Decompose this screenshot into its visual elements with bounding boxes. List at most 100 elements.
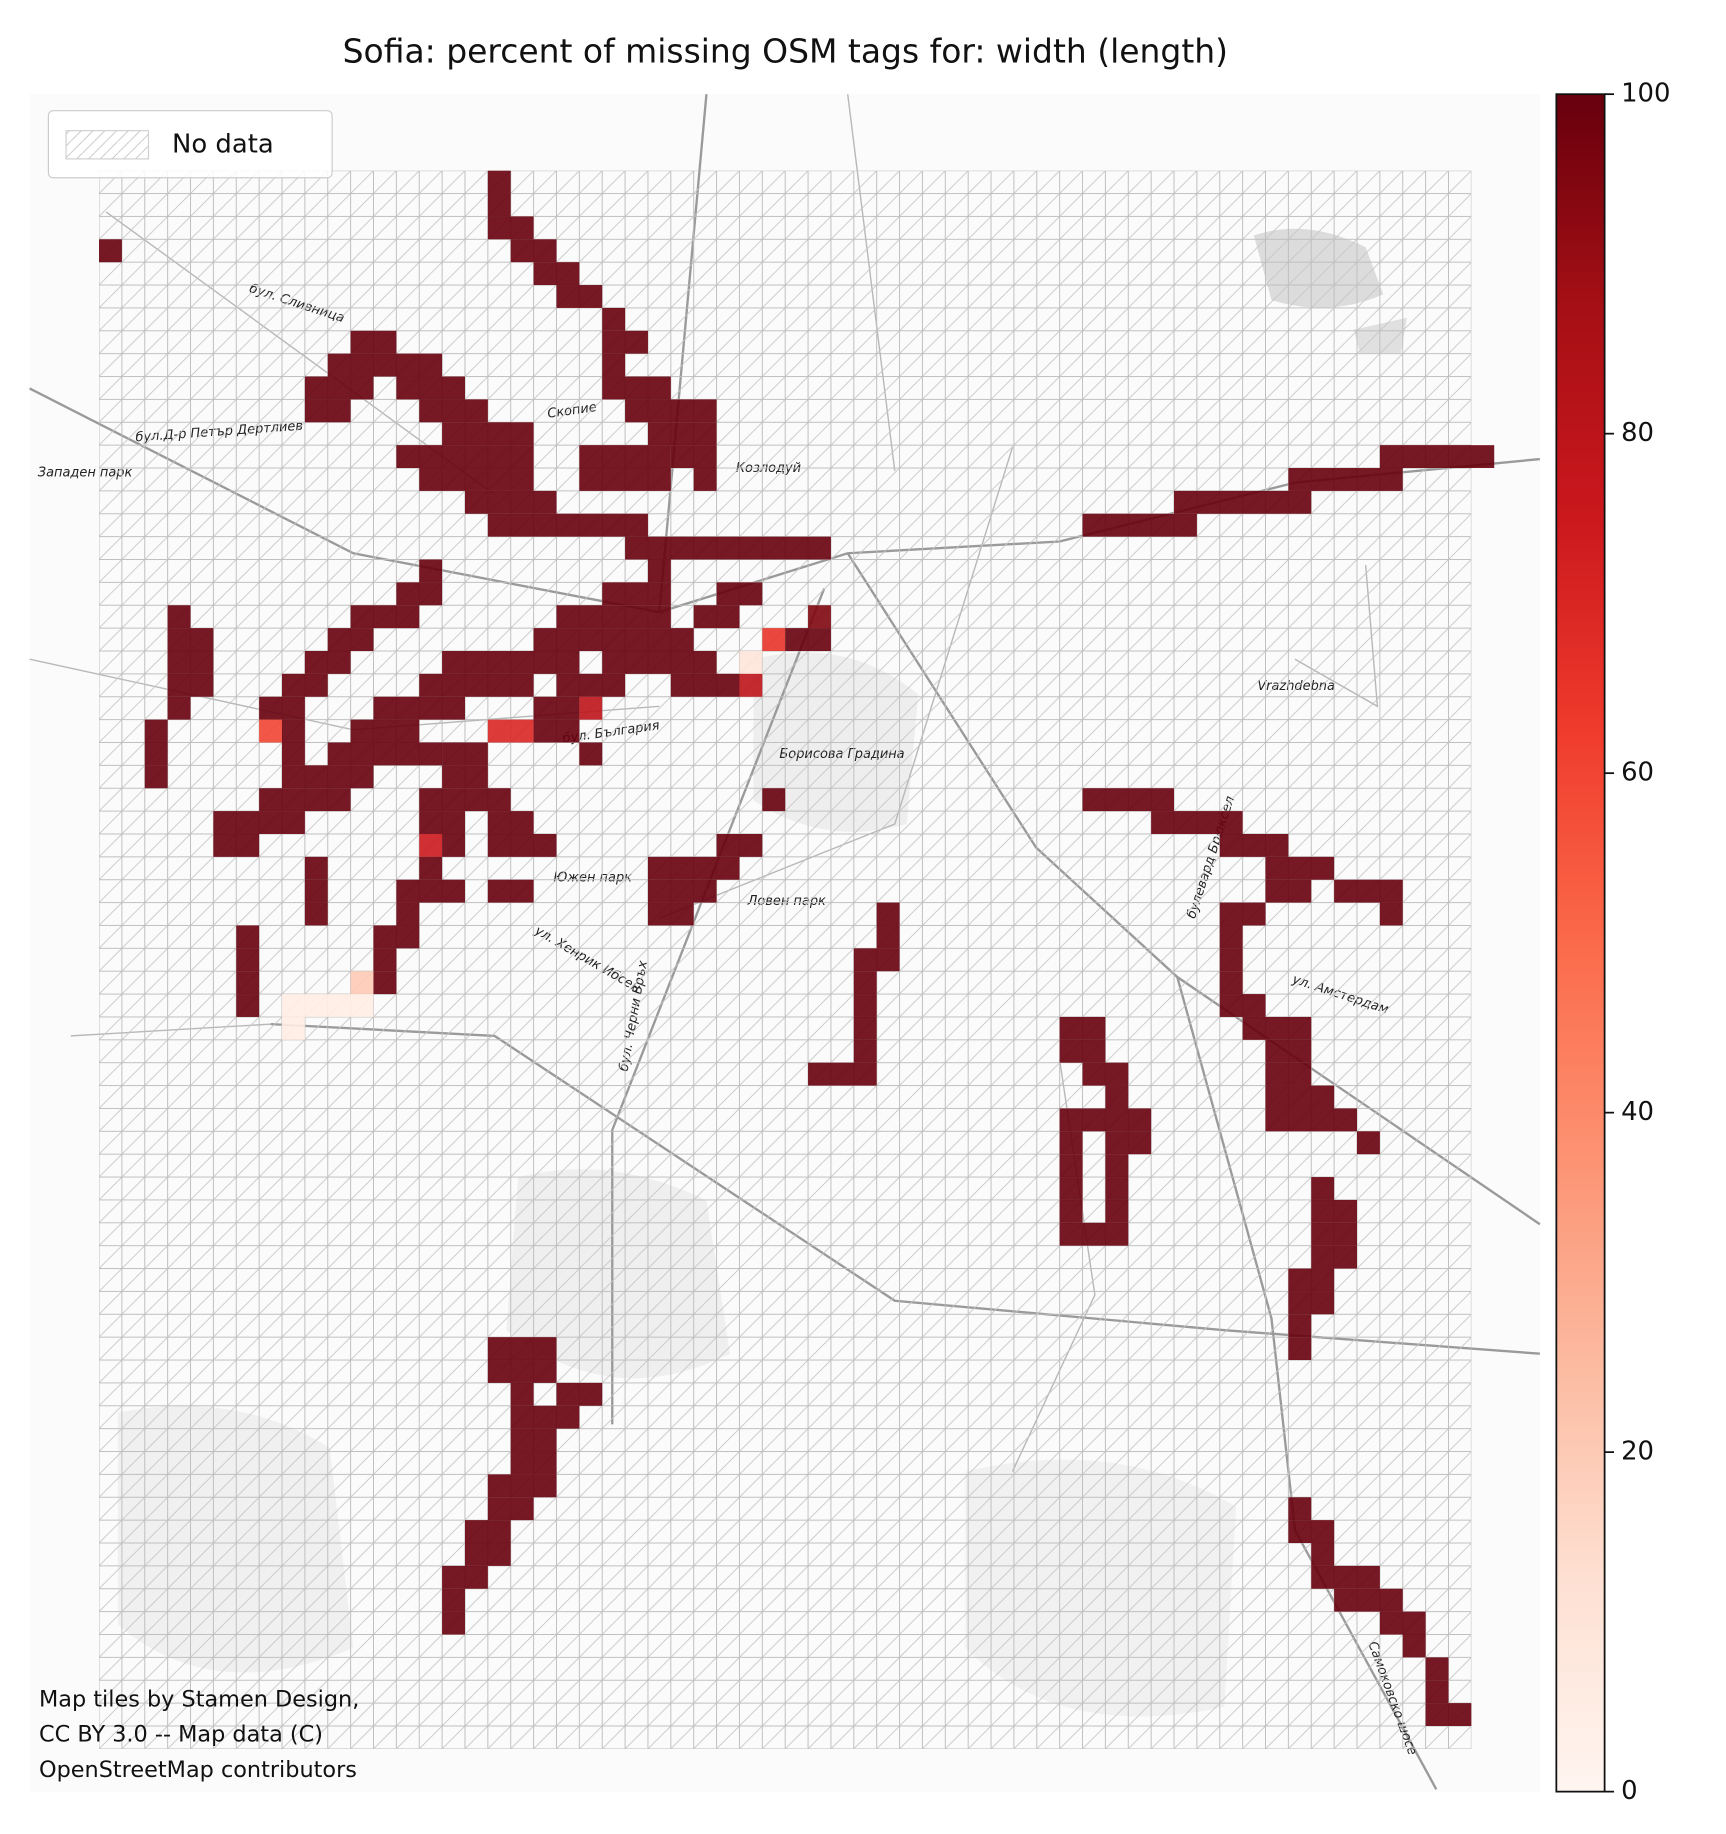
colorbar-tick-label: 80 — [1621, 418, 1654, 448]
cell — [533, 628, 694, 651]
cell — [1311, 1565, 1380, 1589]
cell — [647, 856, 740, 880]
cell — [487, 1337, 557, 1361]
cell — [625, 536, 831, 560]
cell — [167, 650, 214, 674]
colorbar-tick-label: 40 — [1621, 1097, 1654, 1127]
cell — [1334, 879, 1403, 903]
cell — [167, 605, 191, 629]
cell — [487, 1360, 557, 1383]
cell — [1311, 1222, 1357, 1246]
cell — [487, 170, 511, 194]
cell — [510, 1405, 580, 1429]
cell — [396, 879, 465, 903]
cell — [167, 696, 191, 720]
cell — [510, 239, 557, 263]
cell — [350, 971, 374, 995]
cell — [1151, 811, 1243, 834]
cell — [1105, 1085, 1129, 1109]
cell — [808, 1062, 877, 1086]
cell — [259, 719, 283, 743]
colorbar-frame — [1555, 93, 1606, 1793]
cell — [853, 971, 877, 995]
cell — [350, 719, 420, 743]
cells — [99, 170, 1495, 1726]
cell — [533, 696, 580, 720]
cell — [1059, 1039, 1106, 1063]
cell — [1288, 1291, 1335, 1315]
cell — [1311, 1245, 1357, 1269]
cell — [762, 788, 786, 812]
cell — [236, 948, 260, 972]
legend-swatch — [65, 130, 150, 160]
cell — [1425, 1703, 1472, 1726]
cell — [167, 673, 214, 697]
cell — [373, 696, 465, 720]
cell — [396, 902, 420, 926]
cell — [373, 948, 397, 972]
cell — [236, 971, 260, 995]
cell — [396, 376, 465, 400]
legend-box — [47, 110, 333, 179]
cell — [282, 994, 374, 1017]
cell — [213, 833, 260, 857]
colorbar-tick-label: 100 — [1621, 79, 1670, 109]
cell — [853, 994, 877, 1017]
cell — [1311, 1543, 1335, 1566]
cell — [144, 719, 168, 743]
cell — [579, 742, 603, 766]
cell — [1105, 1177, 1129, 1200]
cell — [1265, 1039, 1312, 1063]
cell — [327, 353, 443, 377]
cell — [282, 1016, 305, 1040]
cell — [1265, 1108, 1357, 1132]
cell — [602, 330, 648, 354]
cell — [1105, 1199, 1129, 1223]
cell — [1356, 1131, 1380, 1155]
cell — [693, 468, 717, 491]
cell — [487, 193, 511, 217]
cell — [602, 307, 626, 331]
legend: No data — [47, 110, 333, 179]
cell — [259, 788, 351, 812]
cell — [442, 1588, 465, 1612]
cell — [1265, 1062, 1312, 1086]
cell — [1082, 513, 1197, 537]
colorbar-tick-label: 20 — [1621, 1437, 1654, 1467]
cell — [1242, 1016, 1312, 1040]
chart-title: Sofia: percent of missing OSM tags for: … — [343, 31, 1228, 70]
cell — [327, 628, 374, 651]
colorbar-tick-label: 60 — [1621, 758, 1654, 788]
cell — [1265, 856, 1335, 880]
cell — [579, 696, 603, 720]
cell — [1105, 1154, 1129, 1178]
cell — [487, 1497, 534, 1521]
cell — [327, 742, 443, 766]
cell — [396, 582, 443, 606]
cell — [556, 673, 626, 697]
cell — [373, 971, 397, 995]
cell — [625, 399, 717, 423]
cell — [1059, 1131, 1083, 1155]
cell — [464, 1543, 511, 1566]
cell — [144, 742, 168, 766]
cell — [419, 399, 488, 423]
cell — [1311, 1199, 1357, 1223]
cell — [304, 879, 328, 903]
cell — [693, 605, 740, 629]
cell — [167, 628, 214, 651]
cell — [510, 1382, 534, 1406]
cell — [419, 833, 443, 857]
cell — [1219, 902, 1266, 926]
cell — [670, 445, 717, 469]
cell — [510, 1428, 557, 1452]
cell — [556, 285, 603, 308]
cell — [442, 833, 465, 857]
cell — [304, 902, 328, 926]
attribution-line: CC BY 3.0 -- Map data (C) — [39, 1722, 323, 1748]
cell — [1105, 1131, 1152, 1155]
cell — [602, 353, 626, 377]
cell — [144, 765, 168, 789]
cell — [487, 513, 648, 537]
